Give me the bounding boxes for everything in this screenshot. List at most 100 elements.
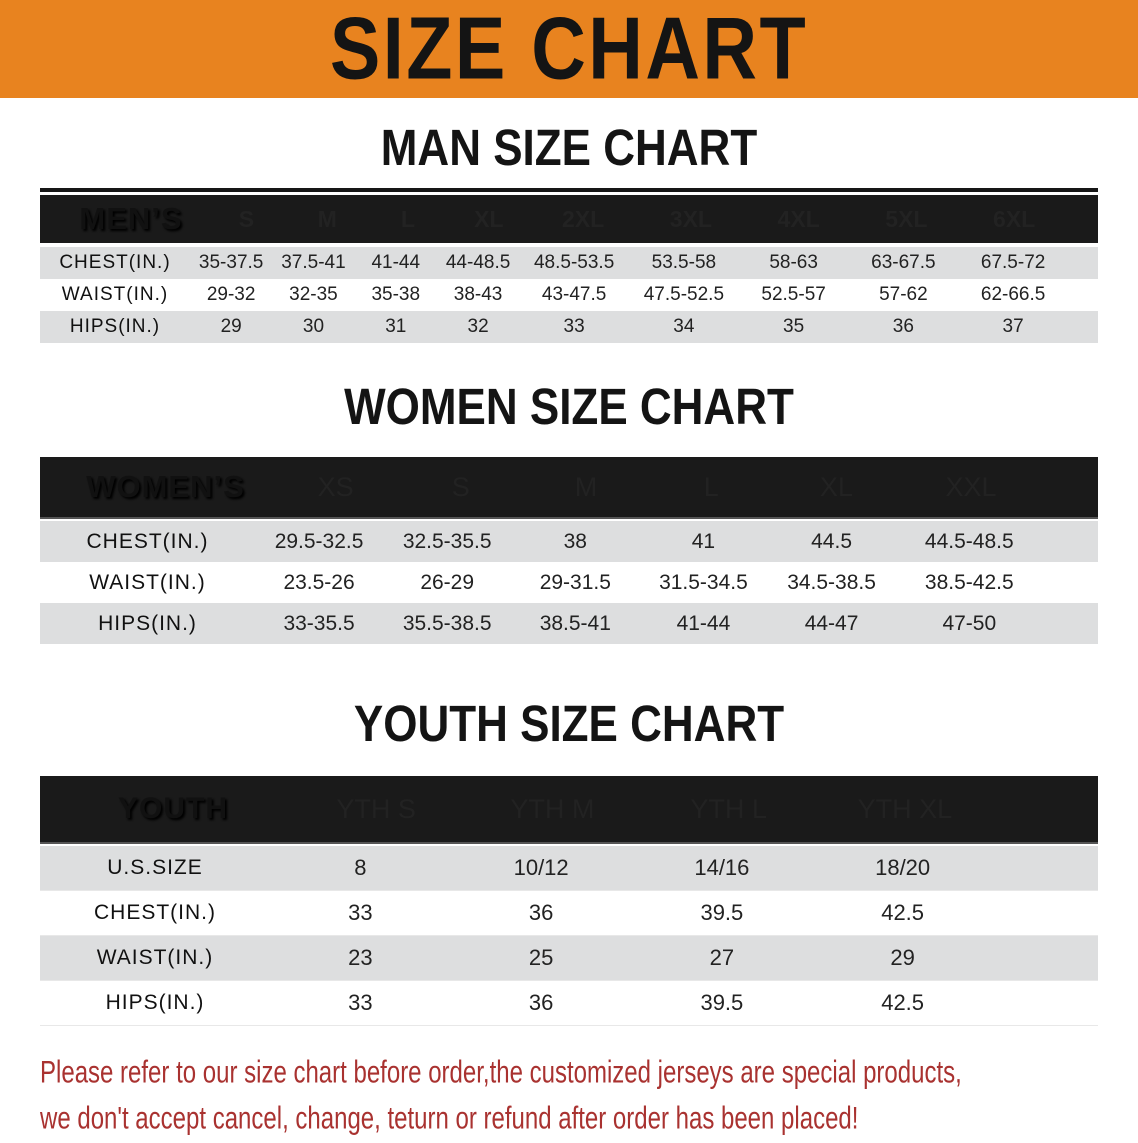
table-cell: 42.5 (881, 900, 925, 925)
table-row: WAIST(IN.) 29-32 32-35 35-38 38-43 43-47… (40, 279, 1098, 311)
table-cell: 44-48.5 (445, 252, 511, 273)
table-cell: 29 (220, 316, 242, 337)
table-cell: 10/12 (513, 855, 569, 880)
women-header-label: WOMEN’S (86, 469, 245, 504)
table-cell: 62-66.5 (980, 284, 1046, 305)
row-label: U.S.SIZE (107, 856, 203, 879)
table-cell: 26-29 (420, 570, 475, 594)
table-cell: 33 (348, 990, 373, 1015)
row-label: WAIST(IN.) (61, 284, 169, 305)
men-col-header: M (317, 205, 337, 232)
table-top-border (40, 188, 1098, 192)
table-cell: 41-44 (371, 252, 421, 273)
table-cell: 14/16 (694, 855, 750, 880)
table-cell: 32.5-35.5 (402, 529, 492, 553)
youth-header-label: YOUTH (118, 792, 228, 825)
men-col-header: S (238, 205, 255, 232)
youth-size-table: YOUTH YTH S YTH M YTH L YTH XL U.S.SIZE … (40, 776, 1098, 1026)
youth-table-body: U.S.SIZE 8 10/12 14/16 18/20 CHEST(IN.) … (40, 842, 1098, 1026)
table-cell: 36 (528, 900, 554, 925)
women-table-header-row: WOMEN’S XS S M L XL XXL (40, 457, 1098, 517)
table-cell: 47-50 (942, 611, 997, 635)
table-row: U.S.SIZE 8 10/12 14/16 18/20 (40, 846, 1098, 891)
table-cell: 52.5-57 (761, 284, 826, 305)
table-cell: 34.5-38.5 (787, 570, 876, 594)
table-cell: 38 (563, 529, 587, 553)
table-row: WAIST(IN.) 23 25 27 29 (40, 936, 1098, 981)
table-cell: 29-32 (206, 284, 256, 305)
table-cell: 35-38 (371, 284, 421, 305)
women-col-header: XXL (945, 471, 997, 502)
men-section-title: MAN SIZE CHART (0, 120, 1138, 176)
table-cell: 25 (528, 945, 554, 970)
table-row: HIPS(IN.) 33 36 39.5 42.5 (40, 981, 1098, 1026)
table-cell: 39.5 (700, 900, 744, 925)
table-cell: 63-67.5 (871, 252, 936, 273)
table-cell: 31.5-34.5 (659, 570, 748, 594)
table-cell: 38.5-41 (539, 611, 611, 635)
row-label: WAIST(IN.) (96, 946, 214, 969)
table-cell: 38-43 (453, 284, 503, 305)
row-label: HIPS(IN.) (105, 991, 205, 1014)
table-cell: 23 (348, 945, 373, 970)
table-cell: 41 (691, 529, 716, 553)
row-label: HIPS(IN.) (98, 611, 197, 635)
men-col-header: L (401, 205, 416, 232)
women-size-table: WOMEN’S XS S M L XL XXL CHEST(IN.) 29.5-… (40, 457, 1098, 644)
men-col-header: 3XL (669, 205, 712, 232)
table-cell: 36 (528, 990, 554, 1015)
table-cell: 58-63 (769, 252, 818, 273)
table-cell: 33 (348, 900, 373, 925)
size-chart-banner: SIZE CHART (0, 0, 1138, 98)
youth-col-header: YTH S (336, 793, 416, 824)
women-table-body: CHEST(IN.) 29.5-32.5 32.5-35.5 38 41 44.… (40, 517, 1098, 644)
men-col-header: 5XL (885, 205, 928, 232)
table-cell: 33 (563, 316, 585, 337)
banner-title: SIZE CHART (329, 0, 809, 98)
youth-section-title: YOUTH SIZE CHART (0, 696, 1138, 752)
table-cell: 41-44 (676, 611, 731, 635)
table-cell: 29-31.5 (539, 570, 611, 594)
table-row: WAIST(IN.) 23.5-26 26-29 29-31.5 31.5-34… (40, 562, 1098, 603)
table-cell: 30 (302, 316, 325, 337)
table-cell: 37 (1002, 316, 1024, 337)
table-cell: 31 (385, 316, 407, 337)
table-cell: 57-62 (879, 284, 928, 305)
men-table-header-row: MEN’S S M L XL 2XL 3XL 4XL 5XL 6XL (40, 195, 1098, 243)
table-cell: 32-35 (289, 284, 338, 305)
youth-section-title-text: YOUTH SIZE CHART (353, 696, 785, 753)
row-label: HIPS(IN.) (69, 316, 161, 337)
table-cell: 44.5 (811, 529, 852, 553)
men-size-table: MEN’S S M L XL 2XL 3XL 4XL 5XL 6XL CHEST… (40, 188, 1098, 343)
table-row: HIPS(IN.) 29 30 31 32 33 34 35 36 37 (40, 311, 1098, 343)
youth-table-header-row: YOUTH YTH S YTH M YTH L YTH XL (40, 776, 1098, 842)
women-col-header: S (451, 471, 470, 502)
men-col-header: 2XL (562, 205, 605, 232)
men-section-title-text: MAN SIZE CHART (380, 120, 758, 177)
women-col-header: M (574, 471, 598, 502)
youth-col-header: YTH L (690, 793, 767, 824)
table-cell: 35.5-38.5 (402, 611, 492, 635)
disclaimer-line-1: Please refer to our size chart before or… (40, 1055, 962, 1090)
men-table-body: CHEST(IN.) 35-37.5 37.5-41 41-44 44-48.5… (40, 243, 1098, 343)
table-cell: 35-37.5 (198, 252, 264, 273)
women-section-title-text: WOMEN SIZE CHART (344, 379, 794, 436)
table-row: CHEST(IN.) 29.5-32.5 32.5-35.5 38 41 44.… (40, 521, 1098, 562)
row-label: CHEST(IN.) (86, 529, 209, 553)
table-cell: 32 (467, 316, 489, 337)
youth-col-header: YTH XL (857, 793, 953, 824)
table-cell: 18/20 (875, 855, 931, 880)
women-col-header: XL (819, 471, 853, 502)
table-cell: 38.5-42.5 (924, 570, 1014, 594)
table-cell: 27 (709, 945, 735, 970)
table-cell: 67.5-72 (980, 252, 1046, 273)
women-col-header: XS (317, 471, 354, 502)
men-col-header: 6XL (993, 205, 1036, 232)
table-cell: 35 (783, 316, 805, 337)
table-cell: 23.5-26 (283, 570, 355, 594)
table-cell: 42.5 (881, 990, 925, 1015)
row-label: WAIST(IN.) (89, 570, 206, 594)
youth-col-header: YTH M (510, 793, 595, 824)
table-cell: 29 (890, 945, 915, 970)
men-col-header: XL (474, 205, 504, 232)
